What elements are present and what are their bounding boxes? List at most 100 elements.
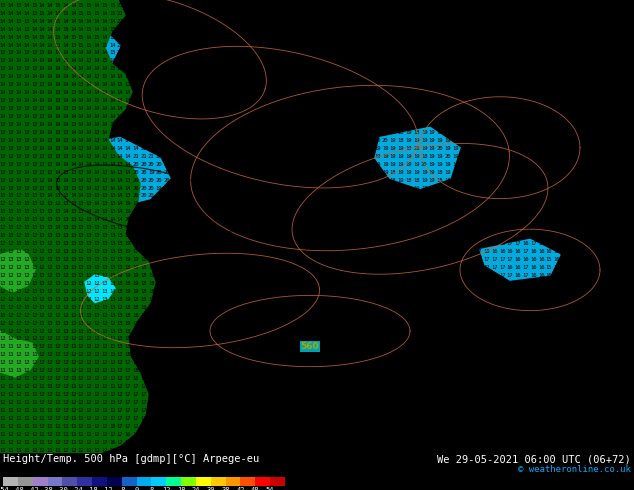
Text: 19: 19 [195,217,201,222]
Text: 13: 13 [101,241,108,246]
Text: 17: 17 [499,257,505,262]
Text: 20: 20 [476,11,482,16]
Text: 17: 17 [148,384,155,389]
Bar [122,477,136,486]
Text: 13: 13 [93,352,100,357]
Text: 13: 13 [0,313,6,318]
Text: 16: 16 [507,416,514,421]
Text: 16: 16 [312,440,318,445]
Text: 22: 22 [140,50,146,55]
Text: 14: 14 [46,43,53,48]
Text: 12: 12 [15,337,22,342]
Text: 22: 22 [257,66,264,72]
Text: 16: 16 [585,249,592,254]
Text: 17: 17 [171,424,178,429]
Text: 20: 20 [468,162,474,167]
Text: 17: 17 [413,313,420,318]
Text: 18: 18 [405,249,412,254]
Text: 14: 14 [109,130,115,135]
Text: 18: 18 [304,265,311,270]
Text: 15: 15 [569,440,576,445]
Text: 15: 15 [86,43,92,48]
Text: 16: 16 [281,448,287,453]
Text: 18: 18 [468,186,474,191]
Text: 20: 20 [148,186,155,191]
Text: 21: 21 [312,3,318,8]
Text: 18: 18 [327,257,334,262]
Text: 20: 20 [171,162,178,167]
Text: 18: 18 [491,154,498,159]
Text: 16: 16 [359,440,365,445]
Text: 12: 12 [109,320,115,325]
Text: 20: 20 [585,11,592,16]
Text: 19: 19 [288,209,295,214]
Text: 23: 23 [234,11,240,16]
Text: 15: 15 [585,408,592,413]
Text: 17: 17 [351,408,357,413]
Text: 20: 20 [491,50,498,55]
Text: 17: 17 [593,233,599,238]
Text: 13: 13 [23,162,30,167]
Text: 19: 19 [429,154,436,159]
Text: 14: 14 [46,146,53,151]
Text: 21: 21 [304,35,311,40]
Bar [33,477,48,486]
Text: 21: 21 [273,82,279,87]
Text: 12: 12 [15,320,22,325]
Text: 18: 18 [444,305,451,310]
Text: 24: 24 [226,26,233,32]
Text: 23: 23 [195,82,201,87]
Text: 18: 18 [312,281,318,286]
Text: 23: 23 [117,3,123,8]
Text: 20: 20 [600,3,607,8]
Text: 14: 14 [15,26,22,32]
Text: 17: 17 [156,424,162,429]
Text: 16: 16 [468,424,474,429]
Text: 19: 19 [530,82,536,87]
Text: 18: 18 [624,194,630,198]
Text: 17: 17 [304,297,311,302]
Text: 12: 12 [93,400,100,405]
Text: 13: 13 [23,50,30,55]
Text: 17: 17 [405,305,412,310]
Text: 17: 17 [171,392,178,397]
Text: 12: 12 [101,416,108,421]
Text: 21: 21 [320,43,326,48]
Text: 17: 17 [140,424,146,429]
Text: 14: 14 [86,82,92,87]
Text: 15: 15 [616,432,623,437]
Text: 17: 17 [608,265,614,270]
Text: 15: 15 [593,448,599,453]
Text: 13: 13 [78,305,84,310]
Text: 19: 19 [374,130,380,135]
Text: 19: 19 [164,233,170,238]
Text: 19: 19 [515,82,521,87]
Text: 12: 12 [86,384,92,389]
Text: 17: 17 [405,416,412,421]
Text: 18: 18 [218,281,224,286]
Text: 22: 22 [273,50,279,55]
Text: 16: 16 [413,432,420,437]
Text: 14: 14 [46,106,53,111]
Text: 17: 17 [515,177,521,183]
Text: 16: 16 [468,448,474,453]
Text: 17: 17 [405,368,412,373]
Text: 19: 19 [608,74,614,79]
Text: 13: 13 [0,209,6,214]
Text: 24: 24 [179,66,186,72]
Text: 20: 20 [553,11,560,16]
Text: 16: 16 [398,392,404,397]
Text: 16: 16 [585,328,592,334]
Text: 20: 20 [624,58,630,63]
Text: 19: 19 [218,186,224,191]
Text: 13: 13 [55,43,61,48]
Text: 14: 14 [117,138,123,143]
Text: 17: 17 [366,337,373,342]
Text: 19: 19 [413,186,420,191]
Text: 18: 18 [273,257,279,262]
Text: 20: 20 [312,201,318,206]
Text: 14: 14 [93,217,100,222]
Text: 18: 18 [234,273,240,278]
Text: 17: 17 [421,352,427,357]
Text: 18: 18 [164,352,170,357]
